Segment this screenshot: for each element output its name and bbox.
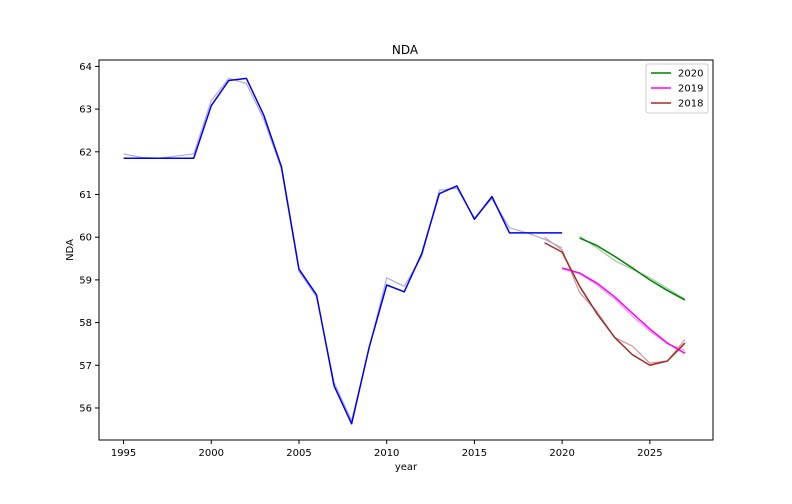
y-axis-label: NDA: [65, 239, 76, 261]
x-tick-label: 2025: [637, 448, 662, 459]
legend-box: [645, 63, 709, 114]
chart-title: NDA: [392, 43, 419, 57]
plot-area: [123, 77, 686, 425]
series-line-2020-light: [579, 235, 686, 300]
x-tick-label: 2000: [199, 448, 224, 459]
legend-label-2018: 2018: [678, 99, 703, 110]
series-line-2019-light: [561, 268, 686, 351]
series-line-2019: [561, 267, 686, 354]
series-line-2018: [544, 242, 686, 367]
y-tick-label: 59: [79, 275, 92, 286]
y-tick-label: 57: [79, 361, 92, 372]
y-tick-label: 58: [79, 318, 92, 329]
x-tick-label: 2010: [374, 448, 399, 459]
series-line-2020: [579, 237, 686, 301]
plot-frame: [98, 59, 714, 441]
x-tick-label: 1995: [111, 448, 136, 459]
y-axis: 56 57 58 59 60 61 62 63 64: [79, 62, 99, 414]
y-tick-label: 60: [79, 233, 92, 244]
series-line-history: [123, 77, 563, 425]
x-axis: 1995 2000 2005 2010 2015 2020 2025: [111, 440, 663, 459]
x-tick-label: 2015: [462, 448, 487, 459]
y-tick-label: 61: [79, 190, 92, 201]
x-tick-label: 2005: [286, 448, 311, 459]
y-tick-label: 62: [79, 147, 92, 158]
y-tick-label: 64: [79, 62, 92, 73]
legend: 2020 2019 2018: [645, 63, 709, 114]
legend-label-2019: 2019: [678, 84, 703, 95]
y-tick-label: 56: [79, 403, 92, 414]
legend-label-2020: 2020: [678, 69, 703, 80]
y-tick-label: 63: [79, 105, 92, 116]
x-tick-label: 2020: [549, 448, 574, 459]
series-line-history-light: [123, 77, 563, 422]
x-axis-label: year: [395, 462, 418, 473]
